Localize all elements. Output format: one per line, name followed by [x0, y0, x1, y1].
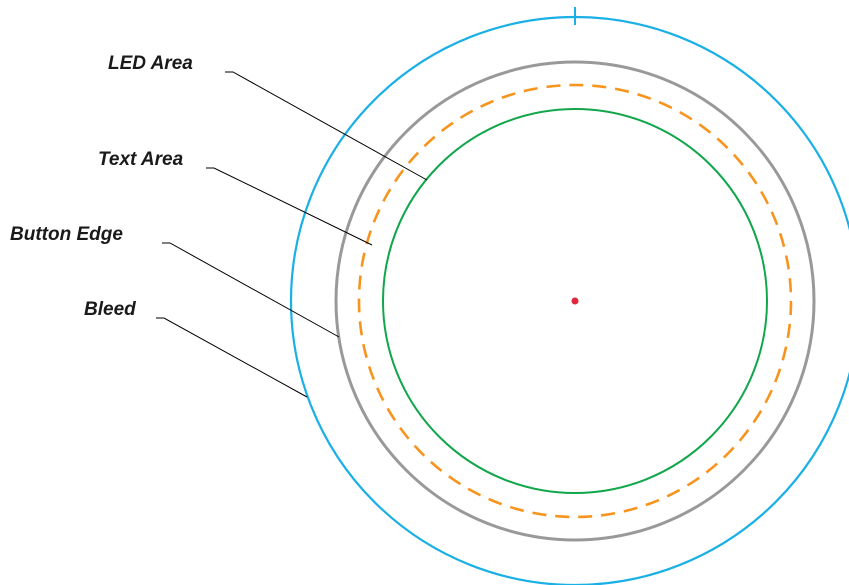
- led-area-leader: [225, 71, 428, 181]
- led-area-label: LED Area: [108, 53, 193, 74]
- bleed-leader: [156, 317, 308, 398]
- button-edge-label: Button Edge: [10, 224, 123, 245]
- text-area-circle: [357, 83, 793, 519]
- center-point: [571, 297, 579, 305]
- button-edge-leader: [162, 242, 340, 338]
- led-area-circle: [382, 108, 768, 494]
- bleed-label: Bleed: [84, 299, 136, 320]
- text-area-label: Text Area: [98, 149, 184, 170]
- text-area-leader: [206, 167, 373, 246]
- button-edge-circle: [334, 60, 816, 542]
- bleed-circle: [289, 15, 849, 585]
